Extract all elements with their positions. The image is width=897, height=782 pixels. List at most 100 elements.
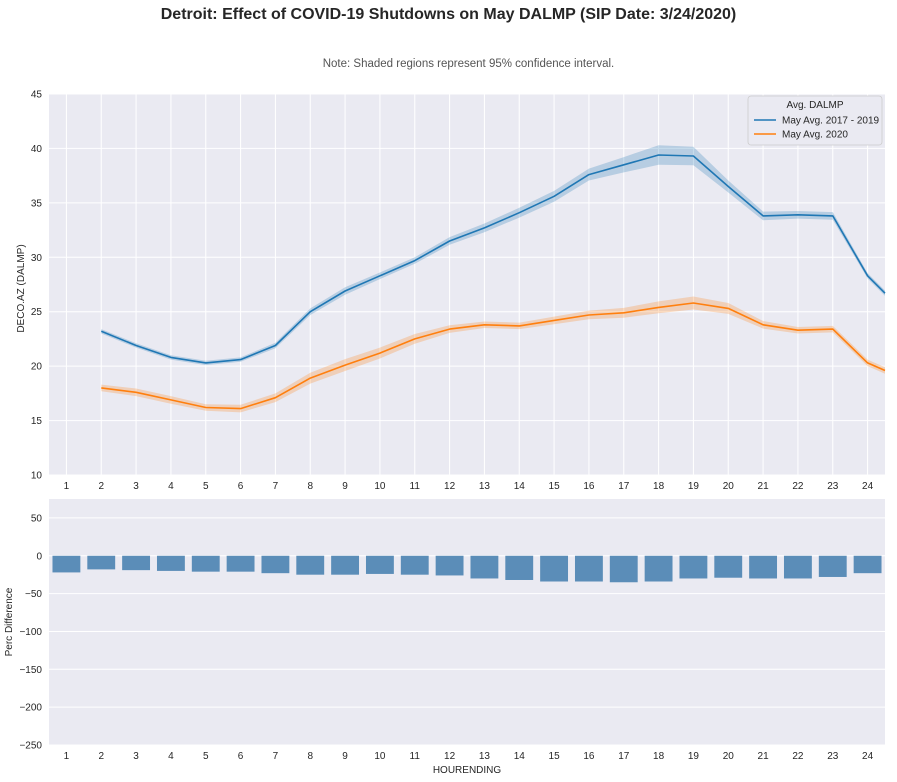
bar-hour-5	[191, 555, 220, 572]
x-tick-label: 2	[98, 481, 104, 492]
x-tick-label: 13	[479, 751, 491, 762]
x-tick-label: 24	[862, 481, 874, 492]
x-tick-label: 4	[168, 751, 174, 762]
y-tick-label: 50	[31, 513, 43, 524]
bar-hour-23	[818, 555, 847, 577]
bar-x-tick-labels: 1 2 3 4 5 6 7 8 9 10 11 12 13 14 15 16 17 18 19 20 21 22 23 24	[64, 751, 874, 762]
bar-hour-14	[505, 555, 534, 580]
x-tick-label: 22	[792, 481, 804, 492]
x-tick-label: 10	[374, 751, 386, 762]
x-tick-label: 18	[653, 481, 665, 492]
x-tick-label: 10	[374, 481, 386, 492]
ci-band-2020	[101, 296, 886, 413]
bar-y-axis-label: Perc Difference	[4, 587, 15, 656]
y-tick-label: 20	[31, 362, 43, 373]
legend-title: Avg. DALMP	[786, 100, 843, 111]
bar-hour-24	[853, 555, 882, 574]
x-tick-label: 3	[133, 751, 139, 762]
legend-label-historical: May Avg. 2017 - 2019	[782, 116, 880, 127]
x-tick-label: 19	[688, 751, 700, 762]
line-plot-background	[49, 94, 885, 475]
bar-hour-19	[679, 555, 708, 579]
y-tick-label: 45	[31, 90, 43, 101]
x-tick-label: 13	[479, 481, 491, 492]
bar-hour-16	[574, 555, 603, 582]
x-tick-label: 16	[583, 481, 595, 492]
x-tick-label: 20	[723, 751, 735, 762]
y-tick-label: 25	[31, 307, 43, 318]
y-tick-label: −150	[19, 665, 42, 676]
x-tick-label: 11	[410, 481, 421, 492]
bar-y-tick-labels: 50 0 −50 −100 −150 −200 −250	[19, 513, 42, 751]
series-line-2020	[101, 302, 886, 410]
x-tick-label: 23	[827, 481, 839, 492]
chart-title: Detroit: Effect of COVID-19 Shutdowns on…	[160, 6, 737, 23]
x-tick-label: 1	[64, 751, 70, 762]
x-tick-label: 15	[549, 481, 561, 492]
bar-hour-6	[226, 555, 255, 572]
bar-hour-15	[540, 555, 569, 582]
bar-x-axis-label: HOURENDING	[433, 765, 502, 776]
x-tick-label: 6	[238, 481, 244, 492]
y-tick-label: −50	[25, 589, 42, 600]
x-tick-label: 18	[653, 751, 665, 762]
bar-hour-18	[644, 555, 673, 582]
x-tick-label: 2	[98, 751, 104, 762]
y-tick-label: 40	[31, 144, 43, 155]
line-x-tick-labels: 1 2 3 4 5 6 7 8 9 10 11 12 13 14 15 16 17 18 19 20 21 22 23 24	[64, 481, 874, 492]
x-tick-label: 12	[444, 481, 456, 492]
y-tick-label: 15	[31, 416, 43, 427]
y-tick-label: 30	[31, 253, 43, 264]
line-y-tick-labels: 10 15 20 25 30 35 40 45	[31, 90, 43, 482]
x-tick-label: 21	[758, 481, 770, 492]
bar-hour-8	[296, 555, 325, 575]
y-tick-label: −100	[19, 627, 42, 638]
bar-hour-3	[122, 555, 151, 571]
y-tick-label: −250	[19, 741, 42, 752]
bar-plot-background	[49, 499, 885, 745]
x-tick-label: 6	[238, 751, 244, 762]
x-tick-label: 21	[758, 751, 770, 762]
y-tick-label: 0	[36, 551, 42, 562]
bar-hour-13	[470, 555, 499, 579]
line-y-axis-label: DECO.AZ (DALMP)	[16, 244, 27, 332]
x-tick-label: 11	[410, 751, 421, 762]
bar-hour-17	[609, 555, 638, 583]
legend: Avg. DALMP May Avg. 2017 - 2019 May Avg.…	[747, 95, 883, 146]
y-tick-label: 35	[31, 198, 43, 209]
x-tick-label: 24	[862, 751, 874, 762]
bar-hour-1	[52, 555, 81, 573]
x-tick-label: 7	[273, 481, 279, 492]
x-tick-label: 7	[273, 751, 279, 762]
bar-hour-12	[435, 555, 464, 576]
series-lines	[100, 154, 886, 410]
x-tick-label: 3	[133, 481, 139, 492]
bar-hour-4	[156, 555, 185, 571]
x-tick-label: 16	[583, 751, 595, 762]
x-tick-label: 5	[203, 481, 209, 492]
x-tick-label: 1	[64, 481, 70, 492]
x-tick-label: 9	[342, 751, 348, 762]
confidence-bands	[101, 145, 886, 413]
bar-hour-9	[331, 555, 360, 575]
x-tick-label: 15	[549, 751, 561, 762]
x-tick-label: 14	[514, 751, 526, 762]
x-tick-label: 9	[342, 481, 348, 492]
x-tick-label: 20	[723, 481, 735, 492]
bar-hour-2	[87, 555, 116, 570]
bar-hour-21	[749, 555, 778, 579]
x-tick-label: 4	[168, 481, 174, 492]
x-tick-label: 8	[307, 481, 313, 492]
x-tick-label: 14	[514, 481, 526, 492]
x-tick-label: 12	[444, 751, 456, 762]
bars	[52, 555, 882, 583]
x-tick-label: 5	[203, 751, 209, 762]
line-plot-grid	[49, 93, 885, 476]
bar-plot-grid	[49, 517, 885, 746]
legend-label-2020: May Avg. 2020	[782, 130, 848, 141]
bar-hour-22	[783, 555, 812, 579]
y-tick-label: −200	[19, 703, 42, 714]
x-tick-label: 8	[307, 751, 313, 762]
x-tick-label: 23	[827, 751, 839, 762]
